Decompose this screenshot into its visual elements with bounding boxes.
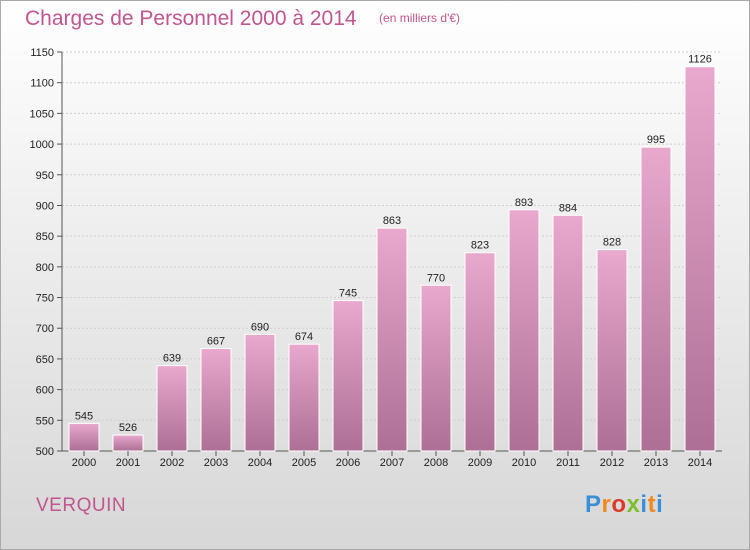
y-tick-label: 700: [36, 323, 54, 335]
bar: [376, 227, 408, 452]
logo-letter: x: [626, 491, 641, 518]
bar-value-label: 863: [383, 215, 401, 227]
bar-value-label: 823: [471, 240, 489, 252]
bar: [244, 333, 276, 452]
bar-value-label: 639: [163, 353, 181, 365]
bar: [200, 347, 232, 452]
y-tick-label: 650: [36, 354, 54, 366]
bar-value-label: 893: [515, 197, 533, 209]
y-tick-label: 1000: [30, 139, 54, 151]
bar-value-label: 1126: [688, 54, 712, 66]
logo-letter: o: [611, 491, 627, 518]
y-tick-label: 550: [36, 415, 54, 427]
x-tick-label: 2001: [116, 457, 140, 469]
bar-value-label: 545: [75, 410, 93, 422]
logo-letter: P: [585, 491, 602, 518]
proxiti-logo[interactable]: Proxiti: [585, 491, 663, 519]
y-tick-label: 950: [36, 170, 54, 182]
bar: [288, 343, 320, 452]
bar: [596, 249, 628, 452]
x-tick-label: 2003: [204, 457, 228, 469]
y-tick-label: 1150: [30, 47, 54, 59]
bar: [640, 146, 672, 452]
bar: [552, 214, 584, 452]
bar-value-label: 667: [207, 335, 225, 347]
bar-value-label: 690: [251, 321, 269, 333]
bar: [464, 252, 496, 452]
bar-value-label: 828: [603, 237, 621, 249]
bar: [508, 209, 540, 452]
x-tick-label: 2012: [600, 457, 624, 469]
bar: [68, 422, 100, 452]
logo-letter: i: [656, 491, 664, 518]
x-tick-label: 2008: [424, 457, 448, 469]
y-tick-label: 750: [36, 293, 54, 305]
bar-value-label: 526: [119, 422, 137, 434]
x-tick-label: 2014: [688, 457, 712, 469]
bar-value-label: 745: [339, 288, 357, 300]
bar: [332, 300, 364, 452]
x-tick-label: 2007: [380, 457, 404, 469]
x-tick-label: 2005: [292, 457, 316, 469]
x-tick-label: 2002: [160, 457, 184, 469]
x-tick-label: 2004: [248, 457, 272, 469]
y-tick-label: 1050: [30, 108, 54, 120]
bar: [112, 434, 144, 452]
logo-letter: i: [640, 491, 648, 518]
commune-name: VERQUIN: [36, 495, 127, 516]
bar: [420, 284, 452, 452]
logo-letter: r: [601, 491, 612, 518]
bar: [684, 66, 716, 452]
x-tick-label: 2010: [512, 457, 536, 469]
title-row: Charges de Personnel 2000 à 2014 (en mil…: [25, 7, 460, 31]
bar: [156, 365, 188, 452]
y-tick-label: 800: [36, 262, 54, 274]
y-tick-label: 500: [36, 446, 54, 458]
x-tick-label: 2006: [336, 457, 360, 469]
y-tick-label: 1100: [30, 78, 54, 90]
x-tick-label: 2013: [644, 457, 668, 469]
y-tick-label: 850: [36, 231, 54, 243]
chart-title: Charges de Personnel 2000 à 2014: [25, 7, 357, 30]
x-tick-label: 2011: [556, 457, 580, 469]
bar-value-label: 884: [559, 202, 577, 214]
x-tick-label: 2000: [72, 457, 96, 469]
bar-value-label: 770: [427, 272, 445, 284]
y-tick-label: 900: [36, 200, 54, 212]
x-tick-label: 2009: [468, 457, 492, 469]
bar-value-label: 995: [647, 134, 665, 146]
chart-subtitle: (en milliers d'€): [379, 11, 461, 25]
bar-value-label: 674: [295, 331, 313, 343]
logo-letter: t: [647, 491, 657, 518]
y-tick-label: 600: [36, 385, 54, 397]
